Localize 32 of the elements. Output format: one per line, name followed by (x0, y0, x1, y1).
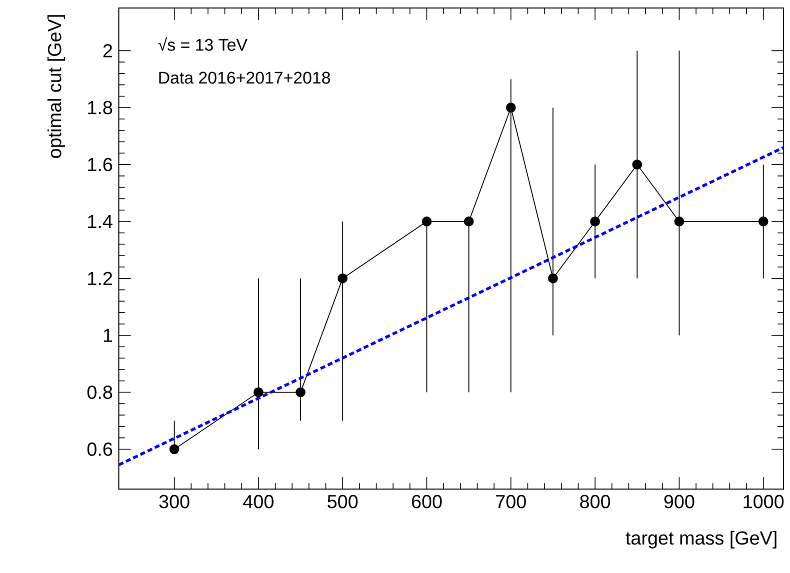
x-tick-label: 800 (580, 494, 610, 508)
point (674, 216, 684, 226)
point (169, 444, 180, 454)
y-tick-label: 2 (103, 44, 112, 58)
y-tick-label: 1.4 (88, 215, 112, 228)
x-tick-label: 600 (412, 494, 442, 508)
y-tick-label: 0.6 (87, 442, 112, 456)
x-tick-label: 1000 (744, 494, 784, 508)
y-tick-label: 1.8 (88, 100, 112, 114)
point (296, 387, 306, 398)
point (422, 216, 432, 226)
x-tick-label: 500 (328, 494, 358, 508)
y-tick-label: 1.2 (88, 272, 112, 286)
x-tick-label: 700 (496, 494, 526, 508)
point (632, 160, 642, 170)
point (758, 216, 768, 226)
point (254, 387, 264, 398)
x-axis-title: target mass [GeV] (626, 530, 776, 548)
point (464, 216, 474, 226)
y-axis-title: optimal cut [GeV] (47, 15, 66, 158)
x-tick-label: 300 (159, 494, 190, 508)
y-tick-label: 1.6 (88, 158, 112, 172)
x-tick-label: 400 (243, 494, 274, 508)
point (338, 274, 348, 284)
point (548, 274, 558, 284)
annotation: √s = 13 TeV (158, 37, 248, 51)
point (590, 216, 600, 226)
x-tick-label: 900 (664, 494, 694, 508)
point (506, 102, 516, 113)
y-tick-label: 0.8 (87, 386, 112, 400)
annotation: Data 2016+2017+2018 (159, 72, 330, 84)
y-tick-label: 1 (104, 328, 112, 342)
